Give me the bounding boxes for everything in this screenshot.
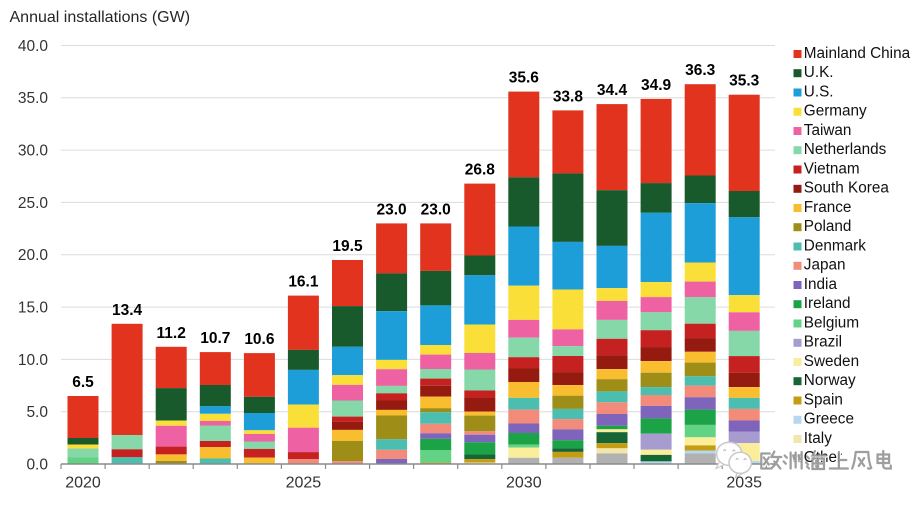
svg-text:Denmark: Denmark — [804, 237, 866, 254]
svg-text:2030: 2030 — [506, 475, 542, 492]
svg-text:11.2: 11.2 — [157, 325, 186, 342]
svg-text:U.K.: U.K. — [804, 64, 834, 81]
svg-text:35.0: 35.0 — [18, 90, 49, 107]
svg-text:34.4: 34.4 — [597, 82, 628, 99]
svg-text:Spain: Spain — [804, 391, 843, 408]
svg-text:10.0: 10.0 — [18, 352, 49, 369]
svg-text:Norway: Norway — [804, 372, 856, 389]
svg-text:India: India — [804, 276, 838, 293]
svg-text:10.7: 10.7 — [200, 330, 230, 347]
svg-text:23.0: 23.0 — [377, 201, 407, 218]
svg-text:2025: 2025 — [286, 475, 322, 492]
svg-text:25.0: 25.0 — [18, 195, 49, 212]
svg-text:40.0: 40.0 — [18, 38, 49, 55]
svg-text:Greece: Greece — [804, 411, 854, 428]
svg-text:20.0: 20.0 — [18, 247, 49, 264]
svg-text:35.6: 35.6 — [509, 70, 540, 87]
svg-text:Ireland: Ireland — [804, 295, 851, 312]
svg-text:France: France — [804, 199, 852, 216]
svg-text:2035: 2035 — [726, 475, 762, 492]
svg-text:Taiwan: Taiwan — [804, 122, 852, 139]
svg-text:U.S.: U.S. — [804, 83, 834, 100]
svg-text:26.8: 26.8 — [465, 162, 496, 179]
svg-text:30.0: 30.0 — [18, 143, 49, 160]
svg-text:Belgium: Belgium — [804, 314, 859, 331]
svg-text:Japan: Japan — [804, 257, 846, 274]
svg-text:Brazil: Brazil — [804, 334, 842, 351]
svg-text:5.0: 5.0 — [26, 404, 48, 421]
svg-text:Sweden: Sweden — [804, 353, 859, 370]
svg-text:0.0: 0.0 — [26, 456, 48, 473]
svg-text:36.3: 36.3 — [685, 62, 716, 79]
svg-text:Italy: Italy — [804, 430, 832, 447]
svg-text:34.9: 34.9 — [641, 77, 672, 94]
svg-text:Vietnam: Vietnam — [804, 160, 860, 177]
svg-text:Netherlands: Netherlands — [804, 141, 887, 158]
svg-text:13.4: 13.4 — [112, 302, 143, 319]
svg-text:23.0: 23.0 — [421, 201, 451, 218]
svg-text:Germany: Germany — [804, 103, 867, 120]
svg-text:Mainland China: Mainland China — [804, 45, 911, 62]
svg-text:10.6: 10.6 — [244, 331, 275, 348]
svg-text:Poland: Poland — [804, 218, 852, 235]
svg-text:16.1: 16.1 — [288, 274, 319, 291]
svg-text:19.5: 19.5 — [332, 238, 363, 255]
svg-text:Annual installations (GW): Annual installations (GW) — [10, 9, 191, 26]
svg-text:15.0: 15.0 — [18, 300, 49, 317]
svg-text:South Korea: South Korea — [804, 180, 890, 197]
svg-text:33.8: 33.8 — [553, 88, 584, 105]
svg-text:2020: 2020 — [65, 475, 101, 492]
svg-text:6.5: 6.5 — [72, 374, 94, 391]
svg-text:35.3: 35.3 — [729, 73, 760, 90]
